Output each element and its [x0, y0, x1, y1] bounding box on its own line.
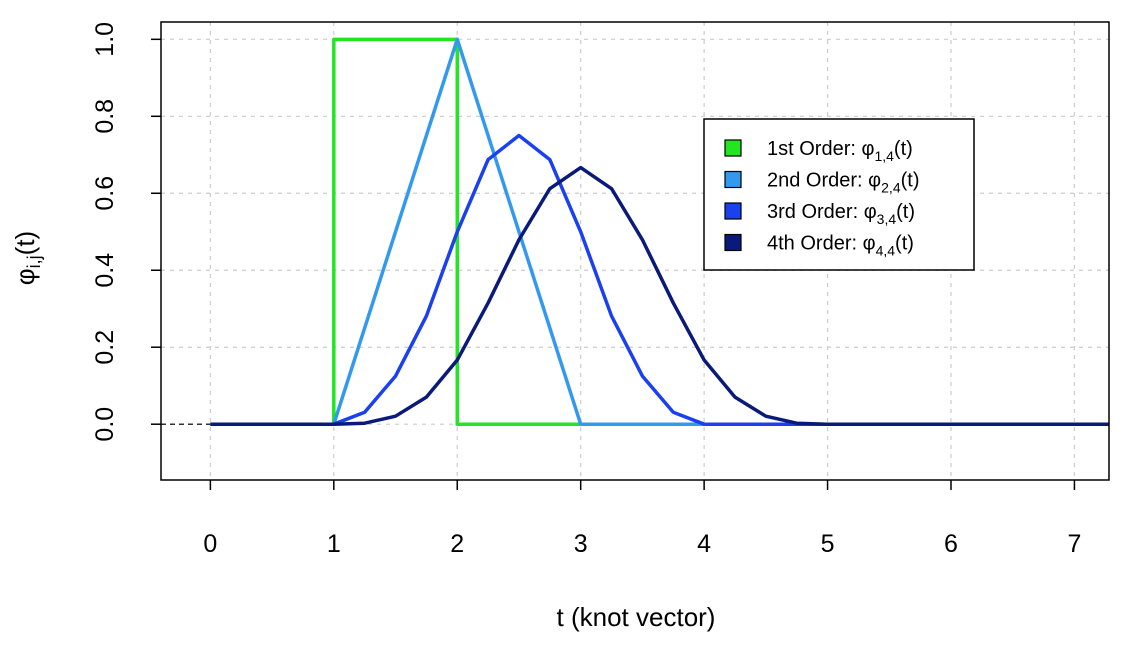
x-axis-title: t (knot vector) [557, 602, 716, 632]
series-line-4 [210, 165, 1109, 426]
y-tick-label: 0.0 [91, 407, 119, 442]
legend-label-subscript: 1,4 [874, 148, 894, 164]
legend-swatch-2 [724, 170, 742, 189]
legend-label-text: 2nd Order: φ [767, 170, 881, 192]
legend-swatch-1 [724, 139, 742, 157]
x-tick-label: 4 [697, 530, 711, 558]
x-tick-label: 2 [450, 530, 464, 558]
legend-label-1: 1st Order: φ1,4(t) [767, 138, 913, 164]
x-tick-label: 0 [203, 530, 217, 558]
y-axis-title: φi,j(t) [10, 231, 44, 285]
y-axis-title-suffix: (t) [10, 231, 40, 256]
y-axis-title-symbol: φ [10, 268, 40, 285]
y-tick-label: 1.0 [91, 22, 119, 57]
x-tick-label: 7 [1067, 530, 1081, 558]
legend-swatch-4 [724, 233, 742, 252]
y-tick-label: 0.2 [91, 330, 119, 365]
x-tick-label: 3 [574, 530, 588, 558]
legend-label-text: 4th Order: φ [767, 233, 876, 255]
x-axis: 0 1 2 3 4 5 6 7 [203, 480, 1081, 558]
series-group [210, 37, 1109, 426]
legend-label-text: 1st Order: φ [767, 138, 874, 160]
series-line-3 [210, 133, 1109, 426]
y-tick-label: 0.6 [91, 176, 119, 211]
legend-box [703, 118, 975, 271]
legend-label-suffix: (t) [901, 170, 920, 192]
legend: 1st Order: φ1,4(t)2nd Order: φ2,4(t)3rd … [703, 118, 975, 271]
legend-label-text: 3rd Order: φ [767, 201, 877, 223]
y-axis-title-subscript: i,j [24, 255, 44, 268]
y-axis: 0.0 0.2 0.4 0.6 0.8 1.0 [91, 22, 161, 442]
legend-label-suffix: (t) [896, 201, 915, 223]
x-tick-label: 6 [944, 530, 958, 558]
legend-label-4: 4th Order: φ4,4(t) [767, 233, 914, 259]
legend-label-suffix: (t) [895, 233, 914, 255]
plot-frame [160, 21, 1110, 481]
x-tick-label: 1 [327, 530, 341, 558]
legend-swatch-3 [724, 202, 742, 220]
y-tick-label: 0.8 [91, 99, 119, 134]
legend-label-3: 3rd Order: φ3,4(t) [767, 201, 915, 227]
legend-label-subscript: 4,4 [876, 243, 896, 259]
y-tick-label: 0.4 [91, 253, 119, 288]
legend-label-suffix: (t) [894, 138, 913, 160]
legend-label-2: 2nd Order: φ2,4(t) [767, 170, 920, 196]
x-tick-label: 5 [821, 530, 835, 558]
legend-label-subscript: 3,4 [877, 211, 897, 227]
legend-label-subscript: 2,4 [881, 180, 901, 196]
